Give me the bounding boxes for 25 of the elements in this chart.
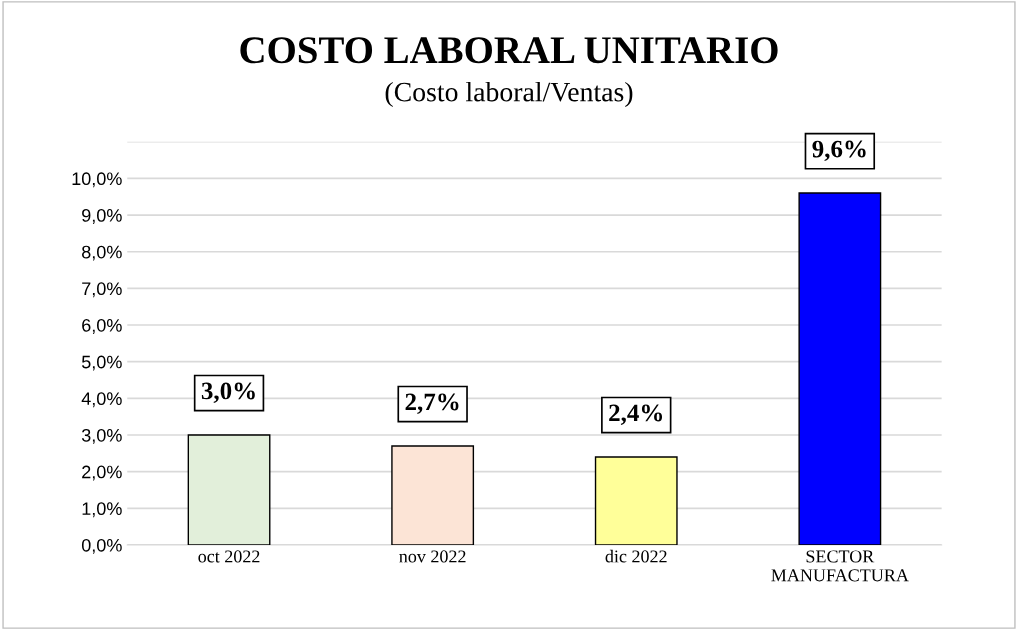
- y-tick-label: 2,0%: [82, 465, 122, 481]
- y-tick-label: 7,0%: [82, 282, 122, 298]
- bar: [594, 456, 678, 545]
- x-tick-label: SECTOR MANUFACTURA: [771, 550, 909, 582]
- y-tick-label: 10,0%: [72, 172, 122, 188]
- data-label: 2,7%: [405, 393, 459, 414]
- y-tick-label: 1,0%: [82, 502, 122, 518]
- x-tick-label: nov 2022: [399, 550, 466, 563]
- y-tick-label: 3,0%: [81, 428, 122, 444]
- data-label: 9,6%: [812, 140, 866, 162]
- data-label: 3,0%: [201, 382, 255, 403]
- chart-title: COSTO LABORAL UNITARIO: [240, 37, 778, 64]
- y-tick-label: 8,0%: [82, 245, 122, 261]
- x-tick-label: oct 2022: [198, 550, 260, 563]
- y-tick-label: 9,0%: [82, 208, 122, 224]
- y-tick-label: 0,0%: [81, 538, 122, 554]
- bar: [391, 445, 475, 545]
- chart-subtitle: (Costo laboral/Ventas): [385, 81, 633, 108]
- y-tick-label: 6,0%: [82, 318, 122, 334]
- data-label: 2,4%: [609, 404, 663, 425]
- bar: [798, 192, 882, 545]
- y-tick-label: 4,0%: [81, 392, 122, 408]
- x-tick-label: dic 2022: [605, 549, 667, 563]
- bar: [187, 434, 271, 545]
- y-tick-label: 5,0%: [81, 355, 122, 371]
